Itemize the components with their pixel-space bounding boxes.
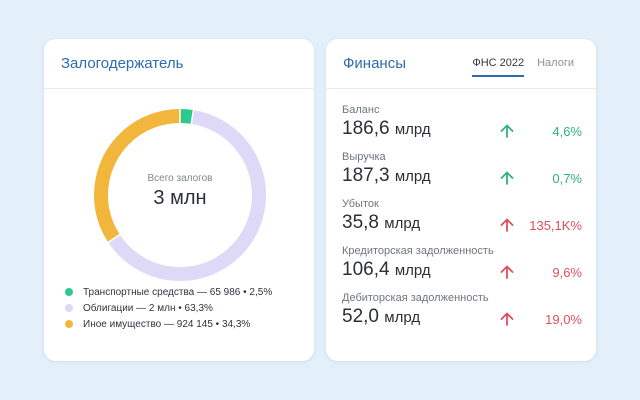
metric-change: 19,0%	[545, 312, 582, 327]
donut-separator-2	[190, 109, 195, 125]
metric-number: 52,0	[342, 306, 379, 327]
metric-value: 35,8 млрд	[342, 212, 582, 235]
metric-value: 52,0 млрд	[342, 306, 582, 329]
finance-header: Финансы ФНС 2022 Налоги	[326, 39, 596, 89]
legend-label: Транспортные средства — 65 986 • 2,5%	[83, 286, 273, 298]
metric-value: 187,3 млрд	[342, 165, 582, 188]
metric-change: 4,6%	[552, 124, 582, 139]
donut-center: Всего залогов 3 млн	[94, 109, 266, 281]
metric-label: Выручка	[342, 151, 386, 163]
metric-value: 106,4 млрд	[342, 259, 582, 282]
legend-label: Иное имущество — 924 145 • 34,3%	[83, 318, 251, 330]
finance-tabs: ФНС 2022 Налоги	[472, 57, 574, 77]
pledge-holder-card: Залогодержатель Всего залогов 3 млн Тран…	[44, 39, 314, 361]
donut-center-value: 3 млн	[153, 187, 207, 209]
legend-dot-icon	[65, 288, 73, 296]
donut-center-caption: Всего залогов	[147, 173, 213, 184]
legend-item: Иное имущество — 924 145 • 34,3%	[65, 316, 272, 332]
arrow-up-icon	[500, 171, 514, 185]
metric-label: Баланс	[342, 104, 380, 116]
legend-item: Транспортные средства — 65 986 • 2,5%	[65, 284, 272, 300]
metric-unit: млрд	[384, 309, 421, 326]
donut-slice-2	[94, 109, 266, 281]
arrow-up-icon	[500, 218, 514, 232]
metric-change: 0,7%	[552, 171, 582, 186]
tab-taxes[interactable]: Налоги	[537, 57, 574, 69]
metric-number: 106,4	[342, 259, 390, 280]
metric-row: Дебиторская задолженность 52,0 млрд 19,0%	[342, 291, 582, 338]
metric-unit: млрд	[384, 215, 421, 232]
metric-unit: млрд	[394, 121, 431, 138]
finance-card: Финансы ФНС 2022 Налоги Баланс 186,6 млрд 4…	[326, 39, 596, 361]
arrow-up-icon	[500, 265, 514, 279]
finance-title: Финансы	[343, 55, 406, 72]
metric-number: 187,3	[342, 165, 390, 186]
legend-dot-icon	[65, 320, 73, 328]
pledge-holder-title: Залогодержатель	[61, 55, 184, 72]
metric-row: Баланс 186,6 млрд 4,6%	[342, 103, 582, 150]
legend-item: Облигации — 2 млн • 63,3%	[65, 300, 272, 316]
pledge-donut-chart: Всего залогов 3 млн	[94, 109, 266, 281]
metric-unit: млрд	[394, 262, 431, 279]
pledge-donut-svg	[94, 109, 266, 281]
arrow-up-icon	[500, 124, 514, 138]
metric-number: 35,8	[342, 212, 379, 233]
metric-value: 186,6 млрд	[342, 118, 582, 141]
pledge-holder-header: Залогодержатель	[44, 39, 314, 89]
metric-row: Выручка 187,3 млрд 0,7%	[342, 150, 582, 197]
donut-separator-3	[106, 233, 122, 244]
metric-row: Убыток 35,8 млрд 135,1K%	[342, 197, 582, 244]
legend-dot-icon	[65, 304, 73, 312]
metric-change: 9,6%	[552, 265, 582, 280]
metric-label: Дебиторская задолженность	[342, 292, 489, 304]
metric-label: Убыток	[342, 198, 379, 210]
tab-fns-2022[interactable]: ФНС 2022	[472, 57, 525, 77]
legend-label: Облигации — 2 млн • 63,3%	[83, 302, 213, 314]
metric-row: Кредиторская задолженность 106,4 млрд 9,6%	[342, 244, 582, 291]
metric-unit: млрд	[394, 168, 431, 185]
metric-change: 135,1K%	[529, 218, 582, 233]
metric-label: Кредиторская задолженность	[342, 245, 494, 257]
finance-metrics-list: Баланс 186,6 млрд 4,6% Выручка 187,3 млрд 0,7…	[342, 103, 582, 338]
pledge-legend: Транспортные средства — 65 986 • 2,5% Обл…	[65, 284, 272, 332]
arrow-up-icon	[500, 312, 514, 326]
metric-number: 186,6	[342, 118, 390, 139]
